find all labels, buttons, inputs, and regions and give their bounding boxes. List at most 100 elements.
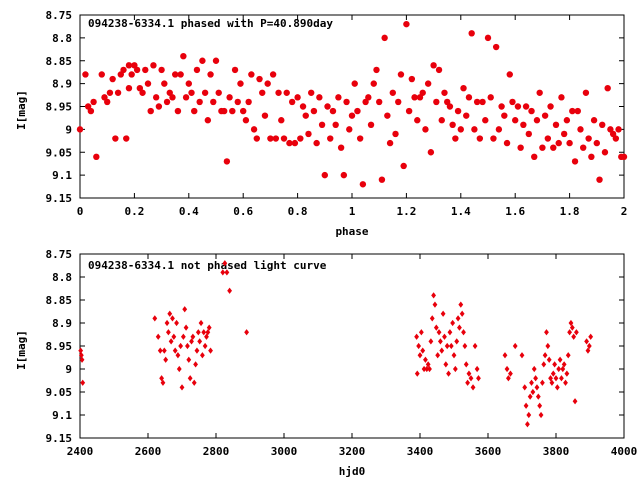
data-point [264,80,271,87]
data-point [351,80,358,87]
data-point [212,57,220,64]
data-point [567,329,572,336]
data-point [164,319,170,327]
data-point [541,361,547,368]
data-point [495,126,503,133]
data-point [420,347,426,354]
data-point [465,94,473,101]
y-tick-label: 9.05 [46,386,73,399]
data-point [179,384,185,391]
data-point [474,365,480,373]
data-point [574,107,581,115]
data-point [367,121,375,128]
data-point [139,89,146,96]
data-point [569,107,576,115]
data-point [422,126,429,133]
data-point [440,310,446,317]
data-point [574,329,579,336]
data-point [529,379,534,386]
data-point [223,158,231,165]
data-point [248,71,255,78]
data-point [161,347,167,354]
data-point [572,398,578,405]
data-point [78,347,84,354]
data-point [470,384,476,391]
data-point [155,333,161,340]
data-point [484,34,492,42]
data-point [431,292,436,299]
data-point [564,370,570,377]
data-point [457,324,462,331]
x-tick-label: 3400 [407,445,434,458]
data-point [548,375,553,382]
data-point [514,103,522,110]
data-point [112,135,119,142]
data-point [588,153,595,161]
data-point [571,333,577,340]
data-points [76,20,628,188]
data-point [448,342,454,350]
data-point [414,370,420,377]
data-point [593,139,600,147]
x-tick-label: 0.8 [288,205,308,218]
data-point [425,361,431,368]
x-tick-label: 1.2 [396,205,416,218]
data-point [557,356,563,363]
data-point [191,379,197,386]
data-point [120,66,127,74]
data-point [159,375,164,382]
data-point [554,384,560,391]
data-point [430,62,437,69]
data-point [318,121,326,128]
data-point [502,352,508,359]
data-point [327,135,334,142]
data-point [147,107,154,115]
data-point [459,310,465,317]
data-point [220,269,226,276]
data-point [188,89,195,96]
data-point [78,352,84,359]
data-point [343,98,350,106]
data-point [267,135,274,142]
data-point [185,342,190,350]
data-point [190,333,196,340]
data-point [158,66,165,74]
data-point [302,112,309,119]
data-point [166,329,171,336]
data-point [167,310,173,317]
x-tick-label: 1.4 [451,205,471,218]
x-tick-label: 2400 [67,445,94,458]
data-point [555,139,562,147]
data-point [465,379,470,386]
data-point [335,94,342,101]
data-point [207,71,214,78]
data-point [441,89,448,96]
data-point [479,98,486,106]
data-point [337,144,345,151]
data-point [220,107,228,115]
data-point [123,135,130,142]
x-axis: 2400 2600 2800 3000 3200 3400 3600 3800 4000 [67,254,637,458]
plot-title: 094238-6334.1 phased with P=40.890day [88,17,333,30]
y-tick-label: 8.8 [52,271,72,284]
data-point [577,126,584,133]
data-point [198,319,204,327]
data-point [206,324,212,331]
data-point [449,121,456,128]
data-point [450,319,456,327]
data-point [109,75,116,83]
data-point [428,338,434,345]
data-point [227,287,232,294]
data-point [204,333,209,340]
data-point [501,112,508,119]
data-point [187,375,193,382]
data-point [208,347,213,354]
data-point [424,80,432,87]
x-tick-label: 3600 [475,445,502,458]
data-point [429,315,435,322]
data-point [569,324,575,331]
data-point [455,315,461,322]
data-point [563,379,568,386]
data-point [540,379,545,386]
